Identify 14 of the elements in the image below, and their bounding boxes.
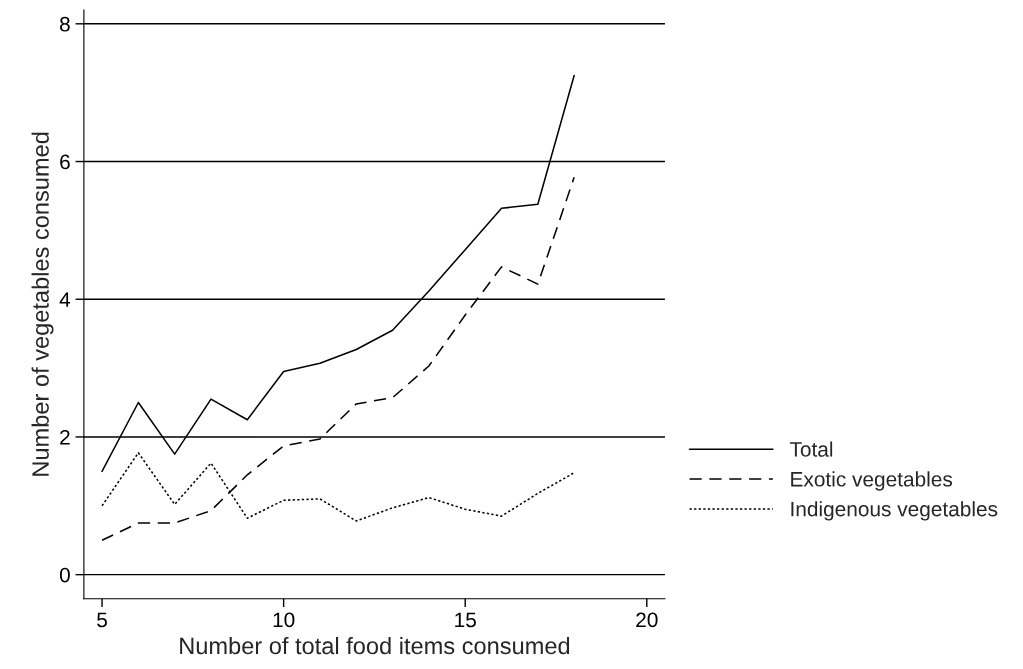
- y-tick-label: 4: [59, 292, 71, 307]
- y-tick-label: 6: [60, 154, 70, 170]
- legend-label: Total: [789, 441, 833, 457]
- y-tick-label: 8: [60, 16, 70, 32]
- y-tick-label: 0: [59, 567, 70, 583]
- y-tick-label: 2: [60, 429, 70, 445]
- x-tick-label: 5: [97, 612, 107, 628]
- y-axis-title: Number of vegetables consumed: [31, 132, 54, 476]
- legend-label: Exotic vegetables: [791, 471, 953, 491]
- x-tick-label: 20: [636, 612, 658, 628]
- x-tick-label: 15: [455, 612, 476, 628]
- x-tick-label: 10: [273, 612, 295, 628]
- x-axis-title: Number of total food items consumed: [180, 636, 570, 655]
- legend-label: Indigenous vegetables: [791, 501, 998, 521]
